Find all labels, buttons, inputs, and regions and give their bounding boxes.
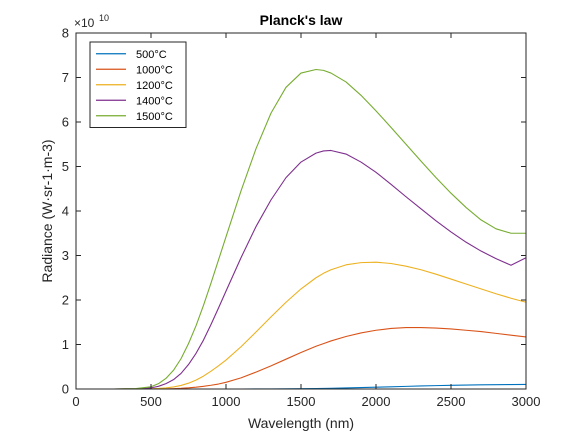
- y-tick-label: 7: [62, 70, 69, 85]
- y-axis-exponent: ×10 10: [74, 13, 109, 30]
- y-tick-label: 2: [62, 293, 69, 308]
- x-axis-title: Wavelength (nm): [248, 415, 354, 431]
- chart-title: Planck's law: [260, 12, 343, 28]
- legend-item: 1200°C: [96, 80, 173, 92]
- x-tick-label: 1500: [287, 394, 316, 409]
- legend-label: 1200°C: [136, 80, 173, 92]
- legend: 500°C 1000°C 1200°C 1400°C 1500°C: [89, 41, 187, 128]
- legend-label: 1400°C: [136, 95, 173, 107]
- series-line-4: [76, 68, 526, 390]
- legend-label: 1500°C: [136, 111, 173, 123]
- legend-label: 500°C: [136, 49, 167, 61]
- x-tick-label: 500: [140, 394, 162, 409]
- x-tick-label: 3000: [512, 394, 541, 409]
- y-exponent-power: 10: [99, 13, 109, 23]
- legend-item: 1500°C: [96, 111, 173, 123]
- y-axis-ticks: 0 1 2 3 4 5 6 7 8: [62, 26, 526, 397]
- y-exponent-base: ×10: [74, 16, 95, 30]
- y-tick-label: 1: [62, 337, 69, 352]
- legend-item: 1000°C: [96, 64, 173, 76]
- y-tick-label: 8: [62, 26, 69, 41]
- x-tick-label: 1000: [212, 394, 241, 409]
- legend-label: 1000°C: [136, 64, 173, 76]
- series-line-3: [76, 149, 527, 390]
- x-tick-label: 2000: [362, 394, 391, 409]
- y-tick-label: 0: [62, 382, 69, 397]
- x-tick-label: 0: [72, 394, 79, 409]
- y-tick-label: 5: [62, 159, 69, 174]
- y-axis-title: Radiance (W·sr-1·m-3): [39, 139, 55, 282]
- series-line-2: [76, 261, 527, 390]
- y-tick-label: 3: [62, 248, 69, 263]
- y-tick-label: 4: [62, 204, 69, 219]
- legend-item: 500°C: [96, 49, 167, 61]
- x-axis-ticks: 0 500 1000 1500 2000 2500 3000: [72, 33, 540, 409]
- y-tick-label: 6: [62, 115, 69, 130]
- x-tick-label: 2500: [437, 394, 466, 409]
- legend-item: 1400°C: [96, 95, 173, 107]
